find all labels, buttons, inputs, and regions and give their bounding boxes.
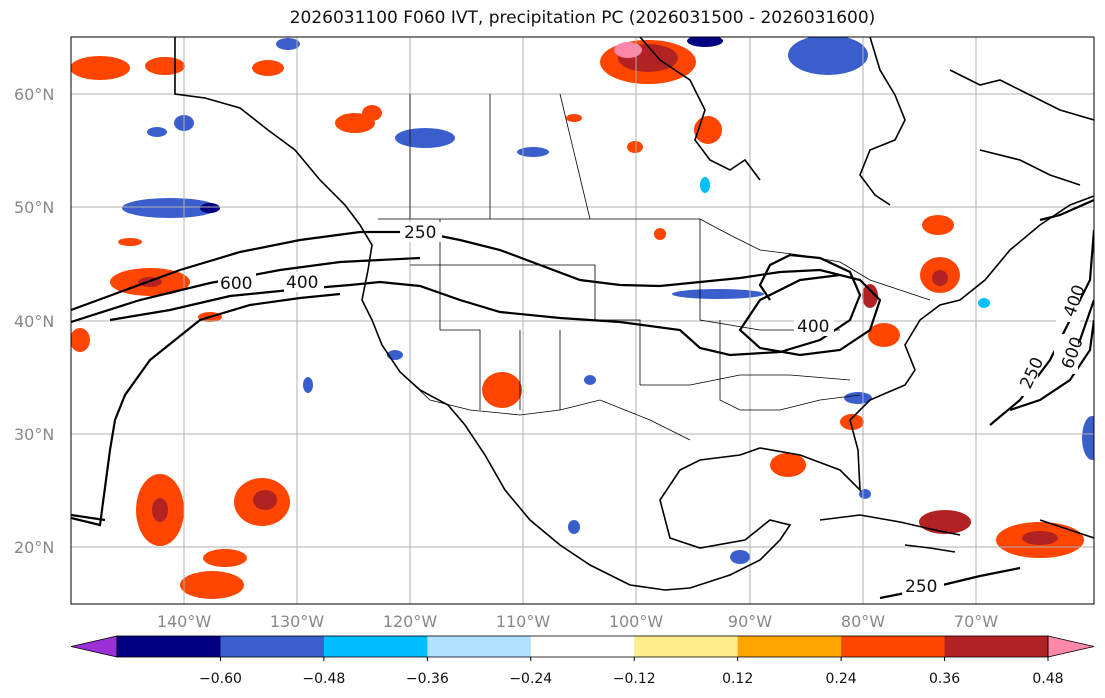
lat-label: 50°N	[14, 198, 54, 217]
colorbar-swatch	[944, 636, 1049, 657]
map-title: 2026031100 F060 IVT, precipitation PC (2…	[289, 8, 876, 28]
colorbar-swatch	[634, 636, 739, 657]
colorbar-swatch	[220, 636, 325, 657]
lon-label: 110°W	[496, 612, 551, 631]
colorbar-tick-label: 0.48	[1032, 671, 1063, 687]
lat-label: 60°N	[14, 85, 54, 104]
lon-label: 80°W	[841, 612, 885, 631]
colorbar-frame	[116, 635, 1049, 658]
colorbar	[70, 635, 1095, 658]
graticule	[71, 37, 1094, 604]
lon-labels: 140°W 130°W 120°W 110°W 100°W 90°W 80°W …	[157, 612, 998, 631]
colorbar-tick-label: −0.24	[509, 671, 552, 687]
colorbar-swatch	[427, 636, 532, 657]
colorbar-extend-min	[70, 635, 118, 658]
ivt-label: 400	[797, 317, 829, 337]
lon-label: 120°W	[383, 612, 438, 631]
ivt-label: 600	[220, 274, 252, 294]
ivt-label: 250	[905, 577, 937, 597]
colorbar-tick-label: 0.36	[929, 671, 960, 687]
colorbar-swatch	[737, 636, 842, 657]
colorbar-extend-max	[1047, 635, 1095, 658]
lat-label: 40°N	[14, 312, 54, 331]
lat-label: 30°N	[14, 425, 54, 444]
lat-label: 20°N	[14, 538, 54, 557]
coastlines	[174, 37, 1094, 591]
colorbar-swatch	[117, 636, 221, 657]
colorbar-tick-label: −0.12	[613, 671, 656, 687]
ivt-contour-labels: 250 600 400 400 250 400 600 250	[218, 222, 1090, 597]
colorbar-tick-label: −0.48	[302, 671, 345, 687]
precip-shading	[71, 37, 1094, 599]
colorbar-tick-label: 0.24	[826, 671, 857, 687]
ivt-label: 400	[286, 273, 318, 293]
colorbar-ticks: −0.60 −0.48 −0.36 −0.24 −0.12 0.12 0.24 0.36 0.4…	[199, 657, 1064, 687]
lon-label: 90°W	[728, 612, 772, 631]
lon-label: 140°W	[157, 612, 212, 631]
lon-label: 70°W	[954, 612, 998, 631]
colorbar-swatch	[530, 636, 635, 657]
lon-label: 130°W	[270, 612, 325, 631]
colorbar-tick-label: 0.12	[722, 671, 753, 687]
lon-label: 100°W	[609, 612, 664, 631]
colorbar-tick-label: −0.60	[199, 671, 242, 687]
map-frame	[70, 36, 1095, 605]
lat-labels: 60°N 50°N 40°N 30°N 20°N	[14, 85, 54, 557]
colorbar-swatch	[841, 636, 946, 657]
colorbar-swatch	[323, 636, 428, 657]
colorbar-tick-label: −0.36	[406, 671, 449, 687]
ivt-label: 250	[404, 223, 436, 243]
